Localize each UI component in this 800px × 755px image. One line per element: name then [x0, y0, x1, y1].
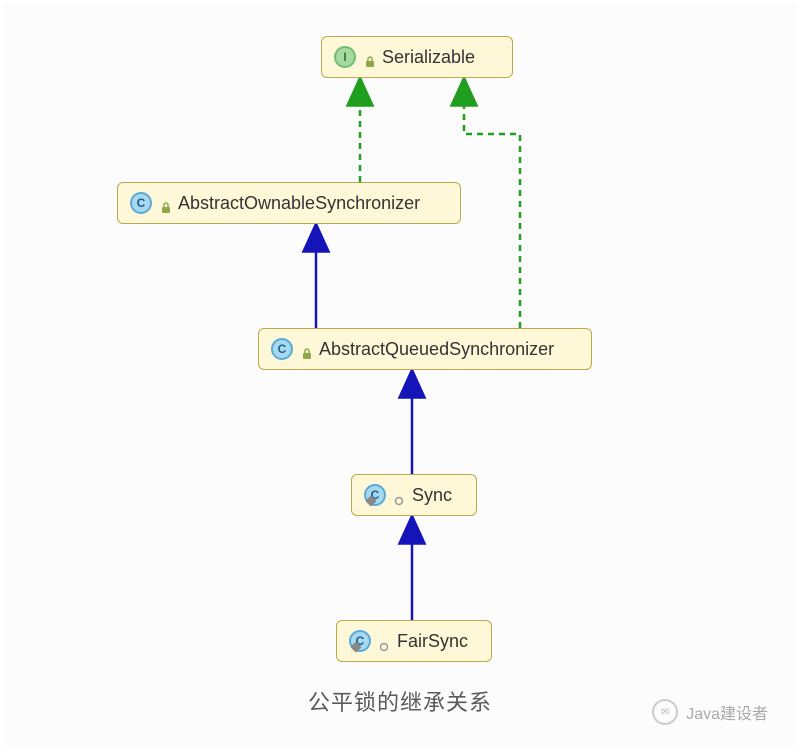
node-label: Sync [412, 485, 452, 506]
node-fair: C FairSync [336, 620, 492, 662]
package-visibility-icon [301, 344, 311, 354]
private-visibility-icon [394, 490, 404, 500]
diagram-caption: 公平锁的继承关系 [308, 685, 492, 717]
implements-edge [464, 78, 520, 328]
node-label: FairSync [397, 631, 468, 652]
class-icon: C [349, 630, 371, 652]
node-label: AbstractQueuedSynchronizer [319, 339, 554, 360]
node-ser: I Serializable [321, 36, 513, 78]
watermark-text: Java建设者 [686, 700, 768, 724]
static-marker-icon [365, 495, 376, 506]
wechat-icon: ✉ [652, 699, 678, 725]
node-aos: C AbstractOwnableSynchronizer [117, 182, 461, 224]
diagram-canvas: I Serializable C AbstractOwnableSynchronize… [4, 4, 796, 747]
watermark: ✉ Java建设者 [652, 699, 768, 725]
static-marker-icon [350, 641, 361, 652]
package-visibility-icon [364, 52, 374, 62]
interface-icon: I [334, 46, 356, 68]
class-icon: C [130, 192, 152, 214]
class-icon: C [364, 484, 386, 506]
private-visibility-icon [379, 636, 389, 646]
node-label: AbstractOwnableSynchronizer [178, 193, 420, 214]
class-icon: C [271, 338, 293, 360]
node-aqs: C AbstractQueuedSynchronizer [258, 328, 592, 370]
node-label: Serializable [382, 47, 475, 68]
package-visibility-icon [160, 198, 170, 208]
node-sync: C Sync [351, 474, 477, 516]
